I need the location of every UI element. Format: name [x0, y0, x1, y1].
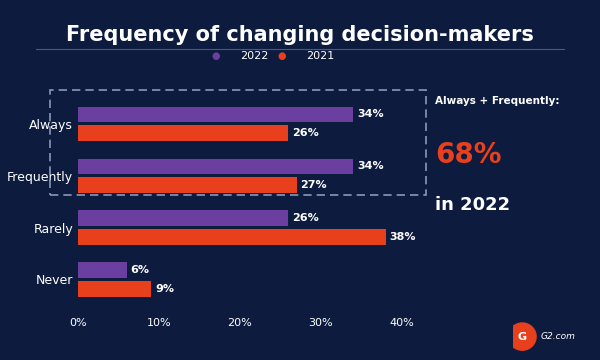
Text: 26%: 26%: [292, 128, 319, 138]
Text: 34%: 34%: [357, 161, 384, 171]
Bar: [78, 177, 296, 193]
Text: 34%: 34%: [357, 109, 384, 120]
Text: 9%: 9%: [155, 284, 174, 294]
Text: 27%: 27%: [301, 180, 327, 190]
Text: ●: ●: [212, 51, 220, 61]
Bar: [78, 229, 386, 245]
Text: Always + Frequently:: Always + Frequently:: [435, 96, 560, 106]
Text: G: G: [518, 332, 527, 342]
Text: 2021: 2021: [306, 51, 334, 61]
Text: G2.com: G2.com: [541, 332, 576, 341]
Text: Frequency of changing decision-makers: Frequency of changing decision-makers: [66, 25, 534, 45]
Text: 6%: 6%: [131, 265, 149, 275]
Text: 38%: 38%: [389, 232, 416, 242]
Bar: [78, 125, 289, 141]
Text: 26%: 26%: [292, 213, 319, 223]
Text: 68%: 68%: [435, 141, 502, 169]
Circle shape: [508, 323, 536, 350]
Bar: [78, 262, 127, 278]
Bar: [78, 211, 289, 226]
Bar: [78, 281, 151, 297]
Text: 2022: 2022: [240, 51, 268, 61]
Text: in 2022: in 2022: [435, 196, 510, 214]
Bar: [78, 158, 353, 174]
Text: ●: ●: [278, 51, 286, 61]
Bar: [78, 107, 353, 122]
